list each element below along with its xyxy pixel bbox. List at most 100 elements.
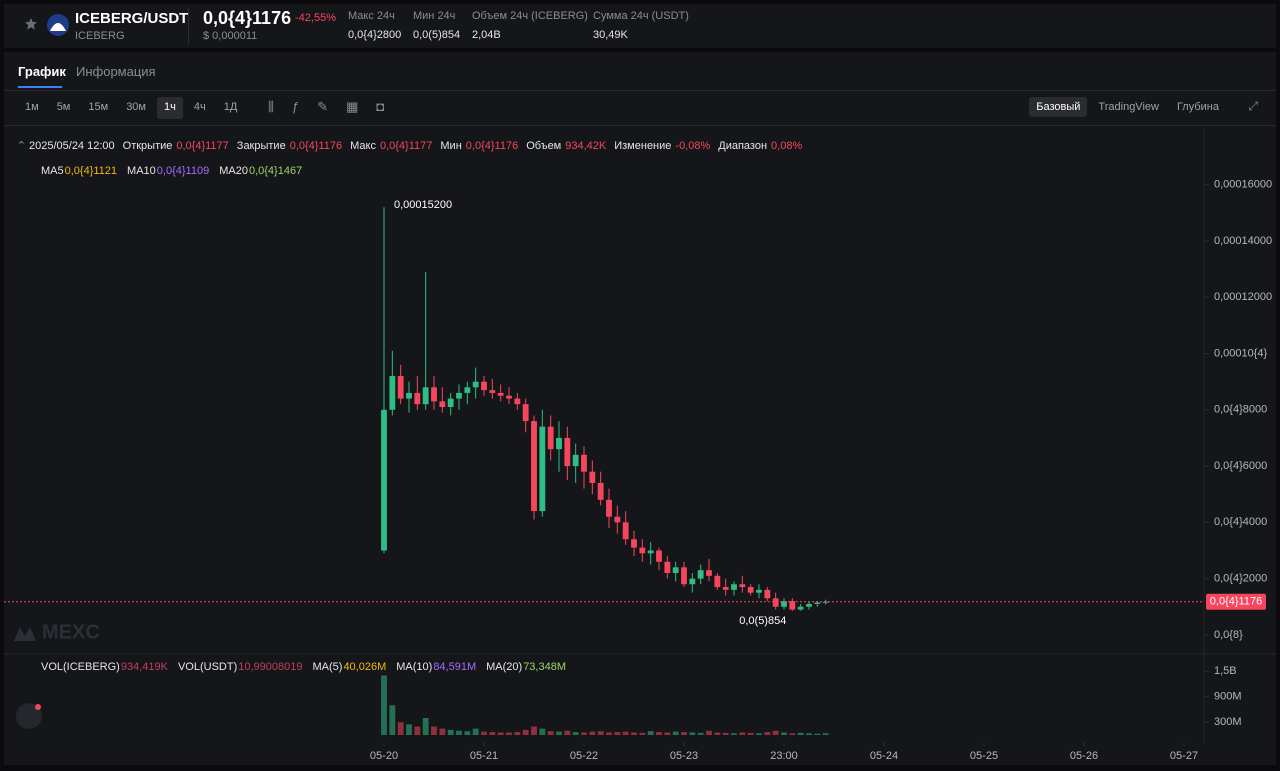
info-label: Диапазон: [718, 140, 767, 152]
y-tick-label: 0,00012000: [1214, 291, 1272, 303]
candle-body: [789, 601, 796, 610]
volume-bar: [481, 731, 487, 735]
star-icon[interactable]: [24, 17, 38, 31]
interval-button[interactable]: 15м: [88, 101, 109, 113]
interval-button[interactable]: 1м: [25, 101, 39, 113]
volume-bar: [506, 732, 512, 735]
candle-body: [606, 499, 612, 517]
vol-tick-label: 1,5B: [1214, 665, 1237, 677]
candle-body: [564, 437, 571, 467]
vol-tick-label: 300M: [1214, 716, 1242, 728]
info-label: Изменение: [614, 140, 671, 152]
interval-button[interactable]: 1ч: [157, 97, 183, 119]
candle-body: [406, 392, 412, 399]
info-value: -0,08%: [675, 140, 710, 152]
info-value: 0,0{4}1177: [176, 140, 228, 152]
ma-label: MA10: [127, 165, 156, 177]
volume-bar: [722, 732, 729, 735]
info-time: 2025/05/24 12:00: [29, 140, 115, 152]
interval-bar: 1м 5м 15м 30м 1ч 4ч 1Д: [18, 97, 244, 119]
volume-bar: [456, 730, 462, 735]
candle-body: [714, 575, 721, 588]
vol-tick-label: 900M: [1214, 691, 1242, 703]
volume-bar: [531, 726, 537, 735]
candle-body: [681, 567, 687, 585]
ma-label: MA5: [41, 165, 64, 177]
price-usd: $ 0,000011: [203, 30, 258, 42]
stat-value: 0,0{4}2800: [348, 29, 402, 41]
volume-bar: [672, 731, 679, 735]
vol-label: VOL(USDT): [178, 661, 237, 673]
volume-bar: [764, 732, 771, 735]
tool-icon[interactable]: ⫼: [268, 99, 274, 114]
token-logo: [47, 14, 69, 36]
candle-body: [656, 550, 662, 562]
candle-body: [489, 390, 496, 393]
candle-body: [664, 561, 671, 573]
volume-bar: [422, 718, 429, 735]
volume-bar: [622, 731, 629, 735]
volume-bar: [806, 733, 812, 735]
interval-button[interactable]: 30м: [126, 101, 146, 113]
info-value: 0,0{4}1177: [380, 140, 432, 152]
volume-bar: [606, 732, 612, 735]
x-tick-label: 05-27: [1170, 750, 1198, 762]
tool-icon[interactable]: ◘: [376, 99, 385, 114]
volume-bar: [564, 730, 571, 735]
volume-bar: [797, 732, 804, 735]
stat-value: 30,49K: [593, 29, 628, 41]
chat-button[interactable]: [16, 703, 42, 729]
x-tick-label: 05-26: [1070, 750, 1098, 762]
info-label: Мин: [440, 140, 461, 152]
candle-body: [572, 454, 579, 467]
volume-bar: [597, 731, 604, 735]
candle-body: [447, 398, 454, 407]
volume-bar: [547, 731, 554, 735]
y-tick-label: 0,0{4}6000: [1214, 460, 1267, 472]
volume-bar: [414, 726, 421, 735]
tool-icon[interactable]: ✎: [317, 99, 329, 114]
tool-icon[interactable]: ▦: [346, 99, 359, 114]
volume-bar: [731, 733, 737, 735]
candle-body: [689, 578, 696, 585]
view-button[interactable]: Глубина: [1176, 101, 1219, 113]
notify-dot: [35, 704, 41, 710]
tab[interactable]: Информация: [76, 64, 156, 79]
volume-bar: [656, 732, 662, 735]
last-price-tag: [1206, 593, 1266, 610]
vol-value: 73,348M: [523, 661, 566, 673]
volume-bar: [706, 730, 712, 735]
candle-body: [497, 392, 504, 396]
caret: ⌃: [17, 140, 26, 152]
candle-body: [431, 387, 437, 402]
tab-active[interactable]: График: [18, 64, 66, 79]
volume-bar: [681, 732, 687, 735]
candle-body: [639, 547, 646, 554]
divider: [188, 8, 189, 44]
info-value: 0,0{4}1176: [290, 140, 342, 152]
candle-body: [647, 550, 654, 554]
volume-bar: [497, 732, 504, 735]
interval-button[interactable]: 5м: [56, 101, 71, 113]
volume-bar: [431, 726, 437, 735]
last-price-label: 0,0{4}1176: [1210, 596, 1262, 608]
volume-bar: [639, 732, 646, 735]
interval-button[interactable]: 4ч: [193, 101, 206, 113]
view-button[interactable]: Базовый: [1029, 97, 1088, 117]
interval-button[interactable]: 1Д: [223, 101, 238, 113]
volume-bar: [789, 733, 796, 735]
candle-body: [697, 570, 704, 579]
volume-bar: [397, 722, 404, 735]
y-tick-label: 0,00010{4}: [1214, 347, 1268, 359]
volume-bar: [739, 732, 746, 735]
tool-icon[interactable]: ƒ: [291, 99, 300, 114]
candle-body: [631, 539, 637, 548]
pair-name[interactable]: ICEBERG/USDT: [75, 10, 189, 27]
fullscreen-icon[interactable]: ⤢: [1248, 99, 1258, 113]
volume-bar: [697, 732, 704, 735]
volume-bar: [522, 729, 529, 735]
view-button[interactable]: TradingView: [1098, 101, 1159, 113]
stat-label: Объем 24ч (ICEBERG): [472, 10, 588, 22]
